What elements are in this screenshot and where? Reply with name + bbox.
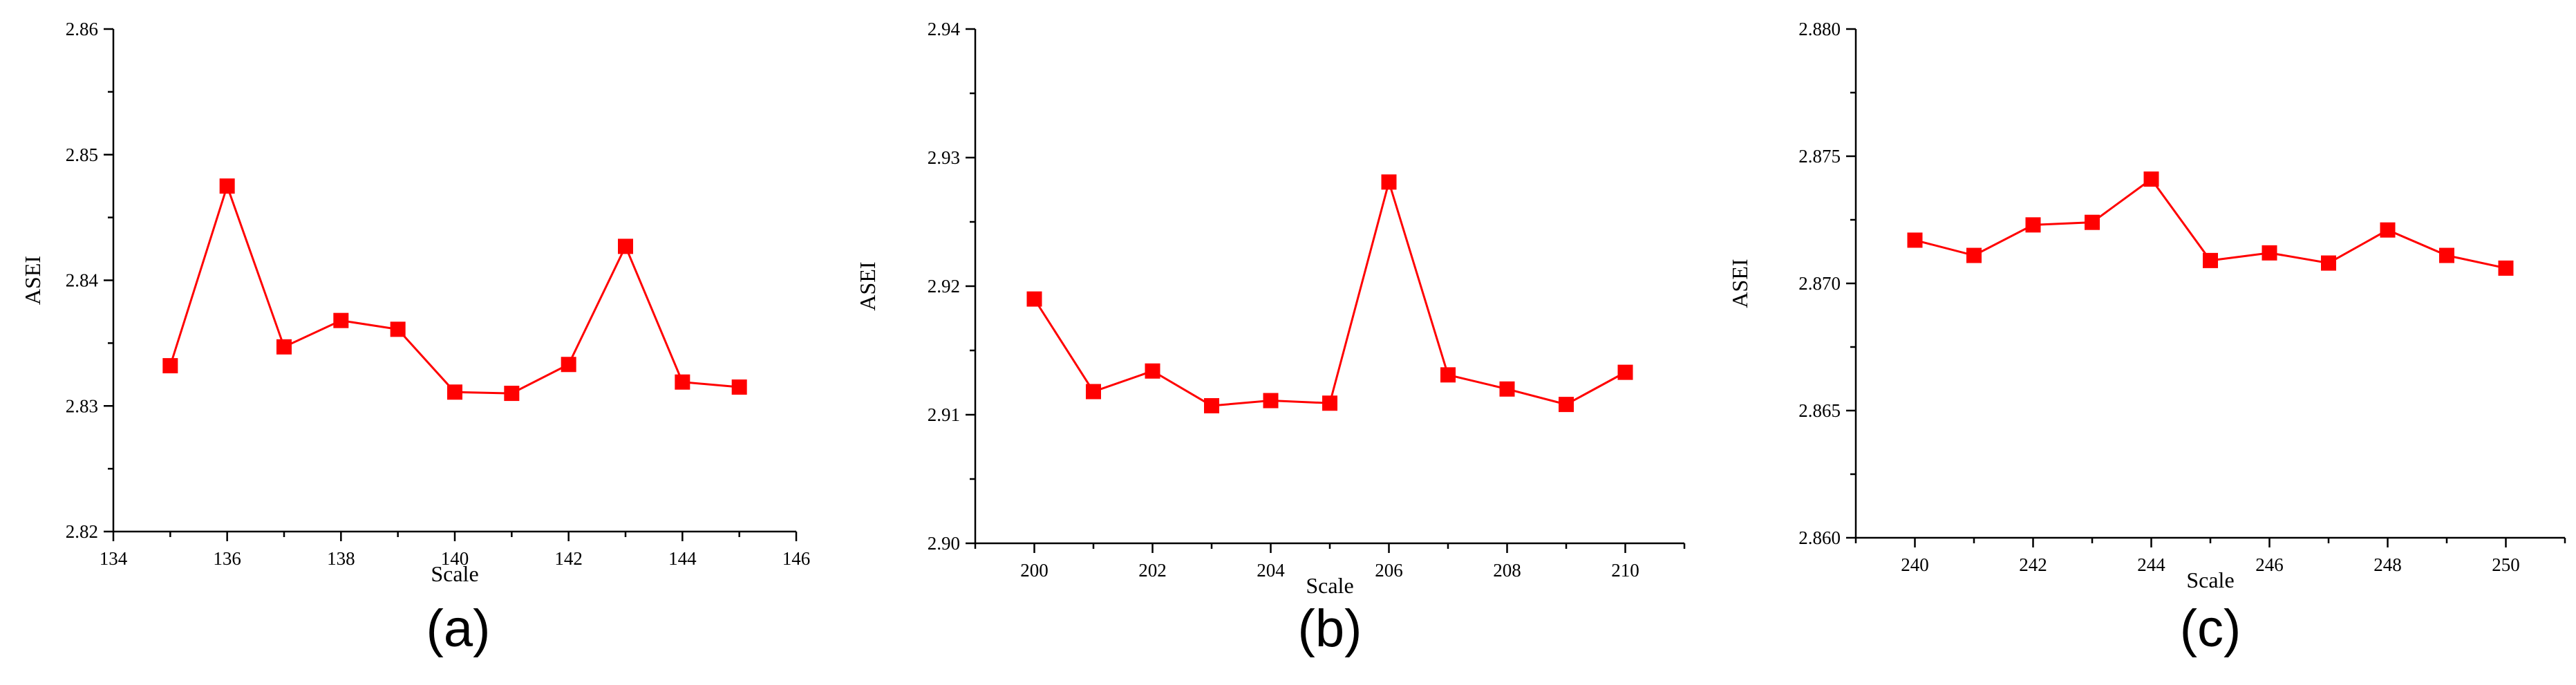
data-point-marker [1559,397,1574,413]
y-tick-label: 2.85 [66,144,98,165]
y-tick-label: 2.86 [66,19,98,39]
x-tick-label: 248 [2373,554,2402,575]
x-tick-label: 204 [1257,560,1285,581]
x-tick-label: 250 [2492,554,2520,575]
data-point-marker [333,312,349,328]
data-point-marker [731,379,747,395]
panel-caption: (b) [1298,599,1362,658]
y-tick-label: 2.860 [1798,527,1841,548]
data-point-marker [1322,395,1337,411]
x-tick-label: 146 [782,548,811,569]
data-point-marker [2085,214,2100,230]
data-point-marker [219,178,235,194]
x-tick-label: 138 [327,548,355,569]
y-tick-label: 2.84 [66,270,99,291]
x-tick-label: 200 [1020,560,1049,581]
series-line [169,182,740,395]
data-point-marker [1966,247,1982,263]
data-point-marker [162,358,178,374]
x-tick-label: 208 [1493,560,1521,581]
y-tick-label: 2.875 [1798,146,1841,167]
data-point-marker [1381,174,1397,190]
y-tick-label: 2.92 [928,276,960,297]
x-tick-label: 246 [2255,554,2284,575]
y-tick-label: 2.93 [928,147,960,168]
data-point-marker [1263,393,1279,409]
x-tick-label: 202 [1138,560,1167,581]
x-axis-title: Scale [1306,573,1353,598]
y-tick-label: 2.91 [928,404,960,425]
data-point-marker [2321,255,2336,271]
data-point-marker [1086,384,1101,400]
x-tick-label: 134 [100,548,128,569]
panel-caption: (c) [2180,599,2241,658]
y-tick-label: 2.880 [1798,19,1841,39]
data-point-marker [390,321,406,337]
x-axis-title: Scale [2186,567,2234,592]
data-point-marker [1026,291,1042,307]
y-tick-label: 2.870 [1798,273,1841,294]
data-point-marker [504,386,520,402]
x-tick-label: 140 [441,548,469,569]
data-point-marker [561,357,576,373]
data-point-marker [2143,171,2159,187]
data-point-marker [276,339,292,355]
data-point-marker [2025,217,2041,233]
data-point-marker [2262,245,2277,261]
data-point-marker [618,238,633,254]
data-point-marker [675,374,690,390]
x-tick-label: 242 [2019,554,2047,575]
data-point-marker [447,384,462,400]
x-tick-label: 206 [1375,560,1403,581]
series-line [1033,178,1626,407]
data-point-marker [1204,397,1219,413]
y-axis-title: ASEI [1727,259,1752,308]
y-tick-label: 2.83 [66,395,98,416]
data-point-marker [2439,247,2454,263]
chart-panel: 2.90 2.91 2.92 2.93 2.94 200 202 204 206 208 210 Sc… [855,19,1686,658]
chart-panel: 2.82 2.83 2.84 2.85 2.86 134 136 138 140 142 144 14… [20,19,810,658]
data-point-marker [1440,367,1456,383]
x-axis-title: Scale [431,561,478,586]
y-axis-title: ASEI [855,261,880,310]
y-tick-label: 2.94 [928,19,961,39]
chart-panel: 2.860 2.865 2.870 2.875 2.880 240 242 244 246 248… [1727,19,2566,658]
y-tick-label: 2.82 [66,521,98,542]
data-point-marker [2380,222,2396,238]
data-point-marker [1145,363,1160,379]
data-point-marker [1907,232,1923,248]
data-point-marker [1499,381,1515,397]
x-tick-label: 240 [1901,554,1929,575]
x-tick-label: 142 [554,548,583,569]
data-point-marker [1617,364,1633,380]
y-tick-label: 2.865 [1798,400,1841,421]
data-point-marker [2203,252,2218,268]
x-tick-label: 244 [2137,554,2165,575]
data-point-marker [2498,260,2514,276]
x-tick-label: 136 [213,548,241,569]
y-axis-title: ASEI [20,256,45,305]
x-tick-label: 210 [1611,560,1639,581]
panel-caption: (a) [426,599,491,658]
x-tick-label: 144 [668,548,697,569]
y-tick-label: 2.90 [928,533,960,554]
